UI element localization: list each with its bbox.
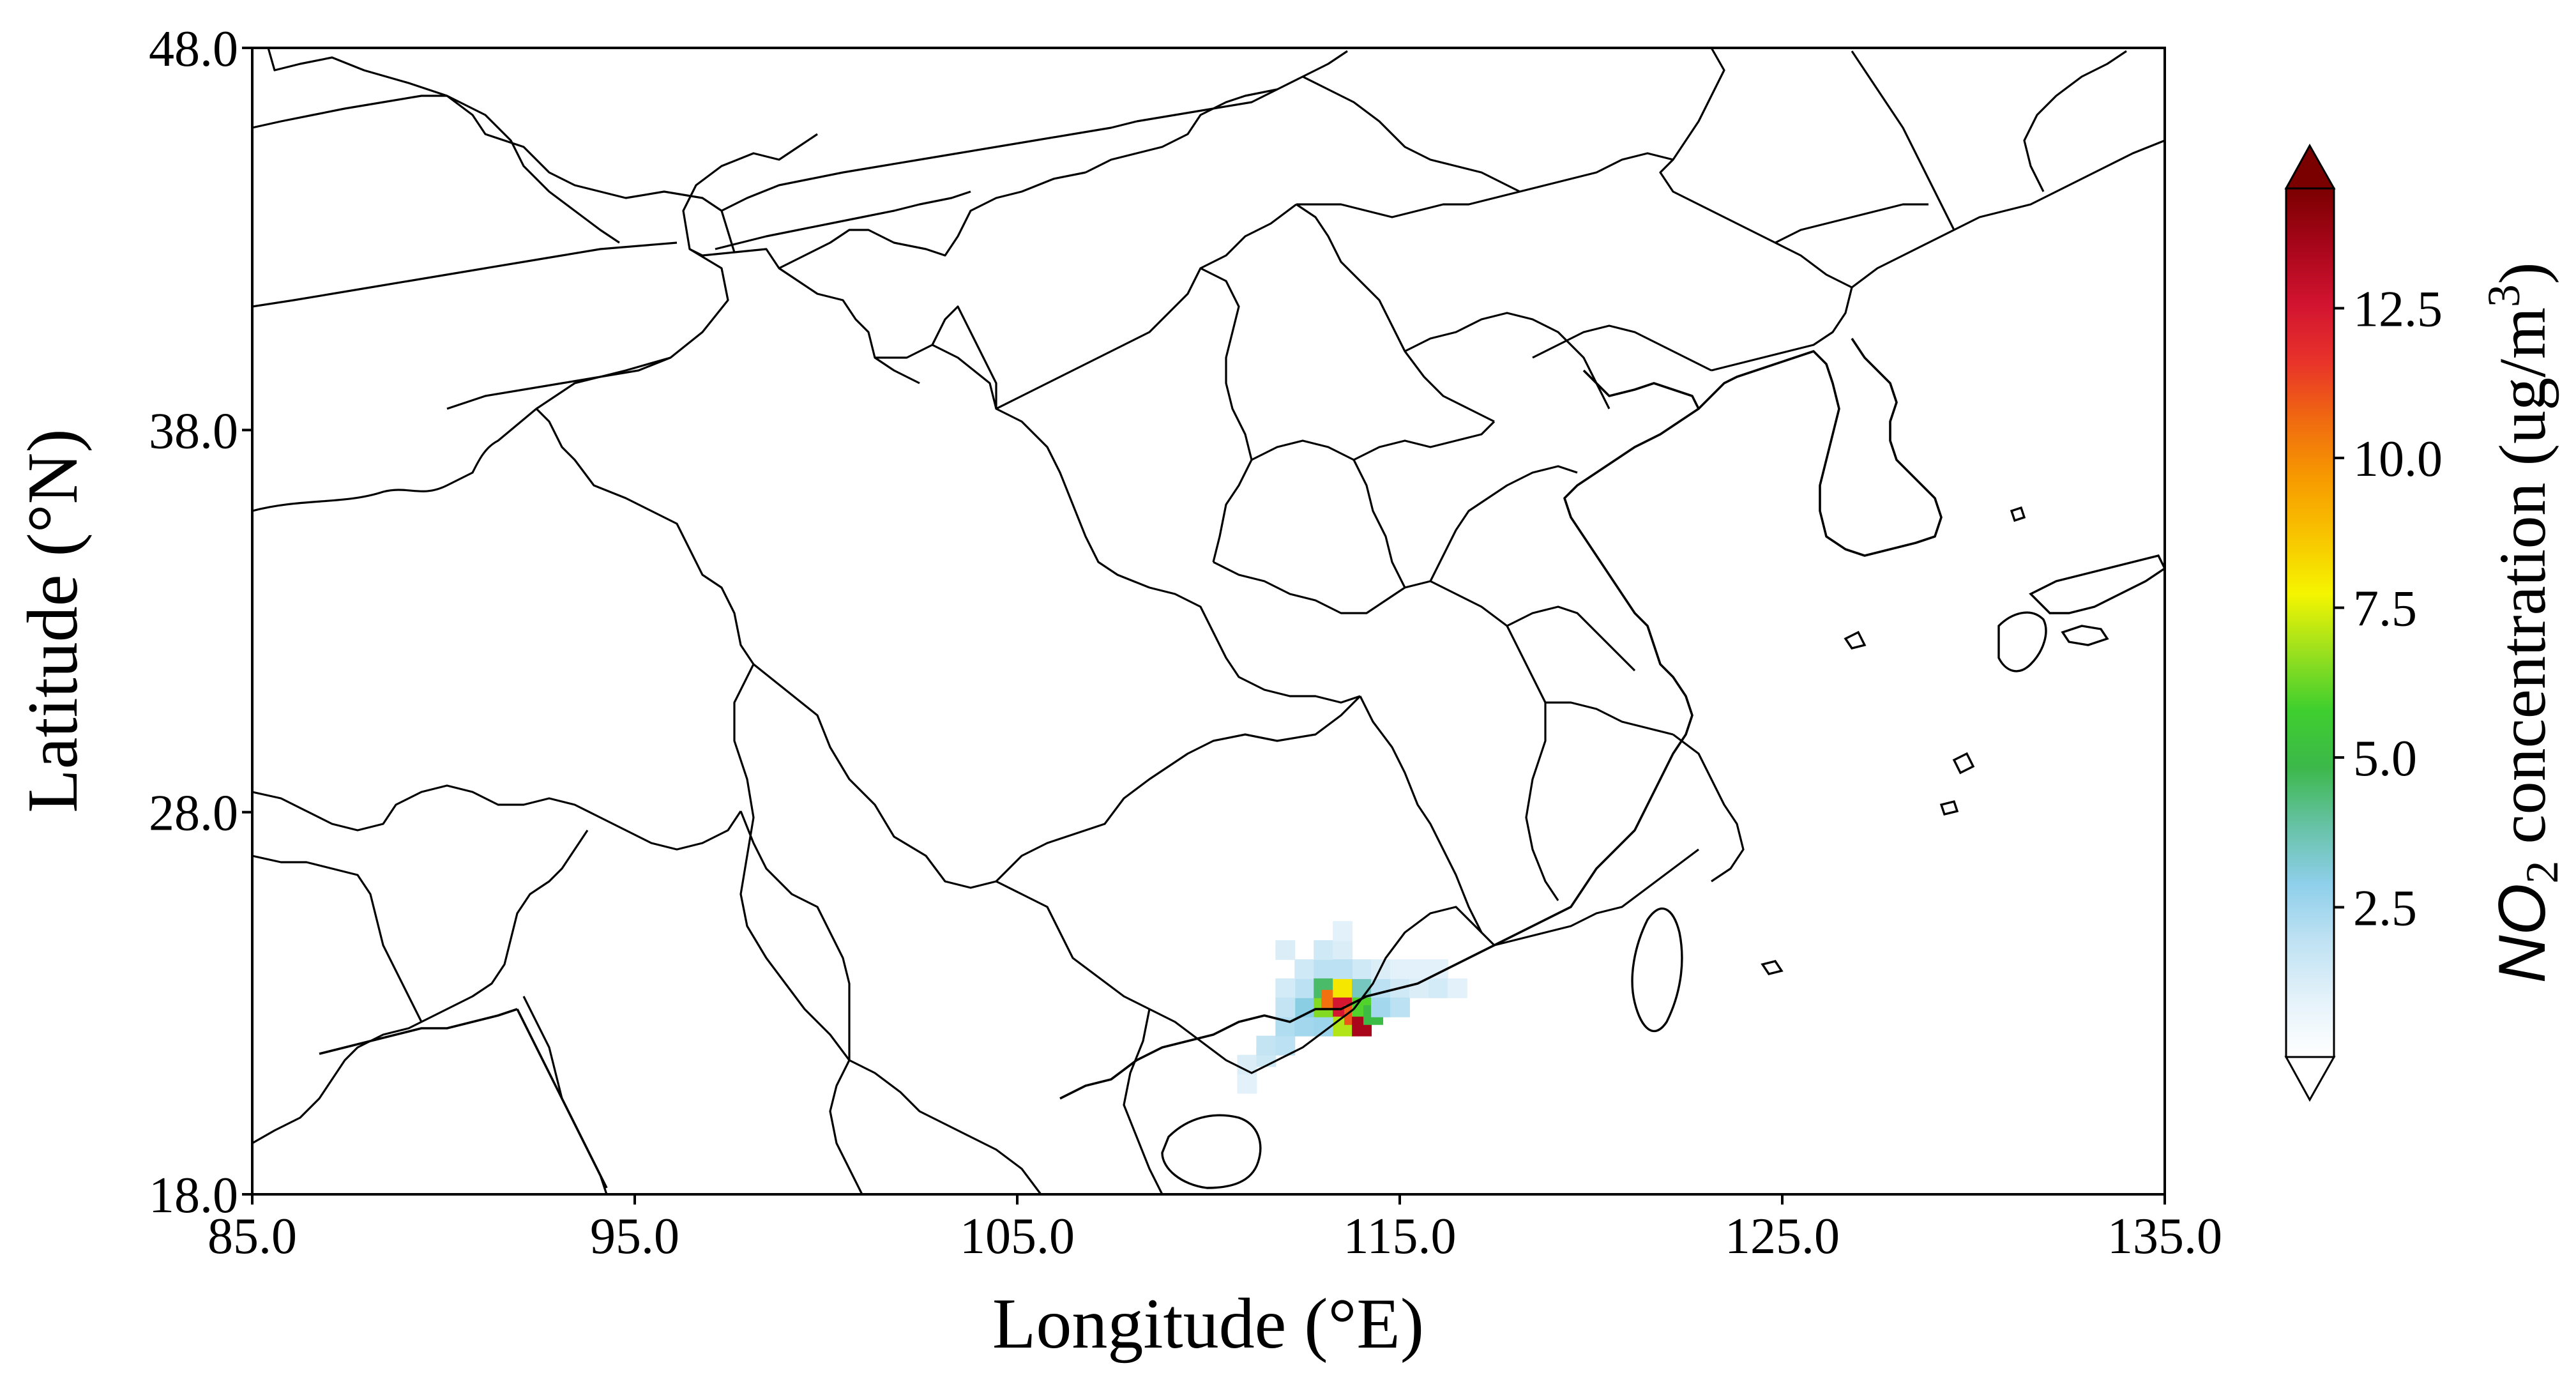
no2-cell — [1314, 959, 1334, 979]
colorbar-gradient — [2286, 188, 2334, 1057]
no2-cell — [1371, 997, 1391, 1017]
colorbar-ticks: 2.5 5.0 7.5 10.0 12.5 — [2334, 282, 2443, 937]
no2-cell — [1294, 978, 1315, 998]
plot-frame — [251, 47, 2166, 1196]
colorbar-tick-label: 7.5 — [2353, 581, 2417, 637]
colorbar-extend-top — [2284, 143, 2336, 190]
x-tick-label: 105.0 — [960, 1208, 1075, 1265]
no2-cell — [1275, 940, 1296, 961]
colorbar-title: NO2 concentration (ug/m3) — [2478, 262, 2568, 983]
japan-honshu — [2029, 554, 2165, 614]
y-tick-label: 18.0 — [149, 1167, 238, 1224]
colorbar-frame — [2285, 187, 2335, 1058]
x-tick-label: 95.0 — [590, 1208, 679, 1265]
islands — [1161, 506, 2165, 1189]
no2-cell — [1256, 1035, 1277, 1056]
x-tick-label: 135.0 — [2107, 1208, 2222, 1265]
no2-cell — [1294, 1016, 1315, 1037]
coastline — [319, 338, 1943, 1189]
province-boundaries — [252, 48, 2165, 1194]
y-tick-label: 48.0 — [149, 21, 238, 77]
no2-cell — [1447, 978, 1467, 998]
no2-cell — [1428, 978, 1448, 998]
y-tick-label: 28.0 — [149, 786, 238, 842]
no2-cell — [1314, 940, 1334, 961]
x-tick-label: 115.0 — [1343, 1208, 1456, 1265]
japan-shikoku — [2061, 625, 2109, 646]
no2-cell — [1333, 921, 1353, 941]
x-axis: 85.0 95.0 105.0 115.0 125.0 135.0 — [208, 1194, 2222, 1265]
y-tick-label: 38.0 — [149, 403, 238, 459]
y-axis-title: Latitude (°N) — [13, 429, 93, 812]
no2-cell — [1237, 1074, 1257, 1094]
no2-cell — [1352, 959, 1372, 979]
x-tick-label: 85.0 — [208, 1208, 297, 1265]
no2-cell — [1333, 940, 1353, 961]
colorbar: 2.5 5.0 7.5 10.0 12.5 NO2 concentration (ug/… — [2284, 143, 2568, 1102]
no2-cell — [1294, 959, 1315, 979]
no2-cell — [1409, 978, 1429, 998]
colorbar-tick-label: 5.0 — [2353, 731, 2417, 787]
no2-cell — [1390, 997, 1410, 1017]
x-tick-label: 125.0 — [1725, 1208, 1840, 1265]
no2-heat-cells — [1237, 921, 1467, 1094]
no2-cell — [1333, 959, 1353, 979]
hainan-island — [1161, 1114, 1262, 1189]
taiwan-island — [1631, 907, 1683, 1033]
japan-kyushu — [1997, 611, 2047, 673]
no2-cell — [1409, 959, 1429, 979]
colorbar-tick-label: 2.5 — [2353, 881, 2417, 937]
colorbar-extend-bottom — [2284, 1056, 2336, 1102]
no2-cell — [1390, 959, 1410, 979]
x-axis-title: Longitude (°E) — [992, 1284, 1424, 1364]
colorbar-tick-label: 10.0 — [2353, 431, 2443, 487]
no2-cell — [1333, 978, 1353, 998]
no2-cell — [1275, 978, 1296, 998]
colorbar-tick-label: 12.5 — [2353, 282, 2443, 338]
y-axis: 18.0 28.0 38.0 48.0 — [149, 21, 252, 1224]
no2-cell — [1275, 997, 1296, 1017]
map-area — [252, 48, 2165, 1194]
